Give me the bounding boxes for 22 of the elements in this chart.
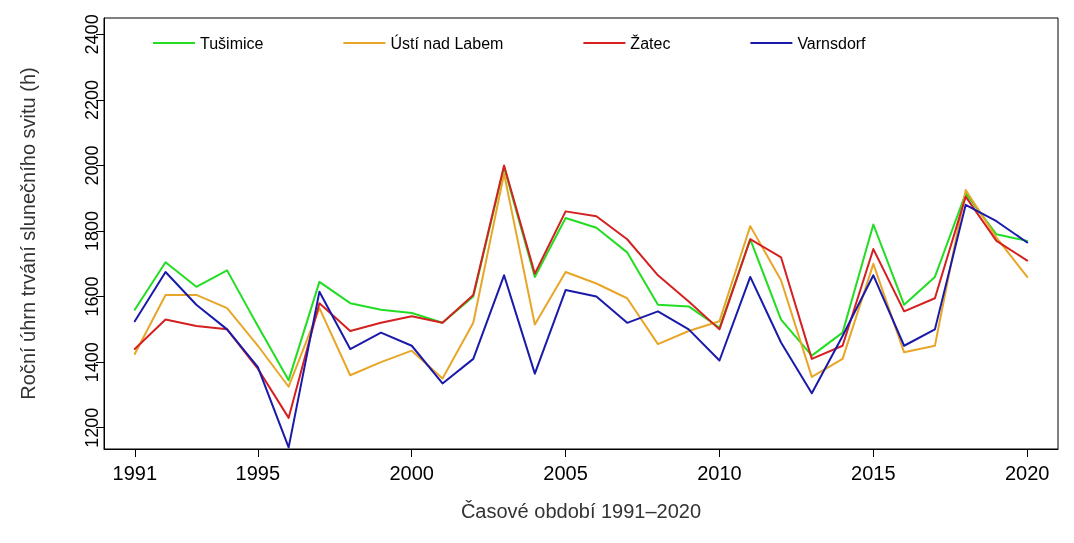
x-tick-label: 2000 bbox=[389, 462, 434, 484]
legend-label: Tušimice bbox=[200, 34, 264, 52]
y-tick-label: 2200 bbox=[82, 79, 102, 120]
y-tick-label: 1400 bbox=[82, 342, 102, 383]
y-tick-label: 1800 bbox=[82, 211, 102, 252]
legend-label: Varnsdorf bbox=[797, 34, 867, 52]
x-tick-label: 2020 bbox=[1004, 462, 1050, 484]
y-axis-title: Roční úhrn trvání slunečního svitu (h) bbox=[17, 67, 39, 400]
y-tick-label: 1600 bbox=[82, 276, 102, 317]
legend-label: Žatec bbox=[630, 33, 671, 52]
y-tick-label: 2400 bbox=[82, 14, 102, 55]
x-tick-label: 2005 bbox=[543, 462, 588, 484]
x-tick-label: 2015 bbox=[851, 462, 896, 484]
y-tick-label: 1200 bbox=[82, 407, 102, 448]
x-tick-label: 2010 bbox=[697, 462, 742, 484]
x-axis-title: Časové období 1991–2020 bbox=[460, 500, 702, 522]
line-series bbox=[133, 203, 1029, 449]
x-tick-label: 1995 bbox=[235, 462, 281, 484]
line-series bbox=[133, 164, 1029, 419]
legend-label: Ústí nad Labem bbox=[390, 33, 504, 52]
x-tick-label: 1991 bbox=[112, 462, 158, 484]
y-tick-label: 2000 bbox=[82, 145, 102, 186]
